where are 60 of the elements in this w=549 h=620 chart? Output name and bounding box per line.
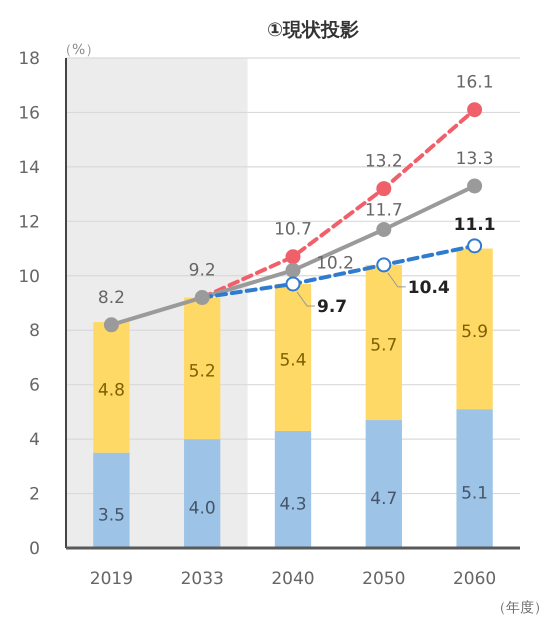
bar — [274, 430, 312, 548]
data-label: 3.5 — [98, 505, 125, 526]
data-label: 13.3 — [456, 148, 494, 169]
y-tick-label: 18 — [18, 49, 40, 69]
y-tick-label: 8 — [29, 321, 40, 342]
point — [467, 238, 482, 254]
data-label: 9.7 — [317, 296, 348, 317]
y-tick-label: 10 — [18, 266, 40, 287]
data-label: 16.1 — [456, 72, 494, 93]
point — [286, 276, 300, 292]
data-label: 4.0 — [188, 498, 216, 519]
point — [376, 181, 392, 196]
x-tick-label: 2033 — [180, 569, 224, 589]
data-label: 10.7 — [274, 220, 312, 240]
data-label: 5.7 — [370, 335, 398, 356]
y-axis-title: （%） — [58, 42, 100, 58]
point — [467, 102, 482, 118]
data-label: 4.3 — [279, 494, 307, 514]
x-tick-label: 2019 — [90, 569, 134, 589]
y-tick-label: 4 — [29, 430, 40, 450]
bar — [456, 409, 493, 548]
data-label: 9.2 — [188, 260, 216, 281]
y-tick-label: 14 — [18, 158, 40, 178]
point — [467, 178, 482, 194]
bar — [366, 420, 402, 548]
data-label: 10.4 — [408, 278, 450, 298]
chart-title: ①現状投影 — [266, 19, 360, 41]
data-label: 5.1 — [461, 484, 488, 504]
point — [286, 249, 300, 264]
data-label: 10.2 — [316, 253, 354, 274]
point — [104, 317, 119, 332]
y-tick-label: 0 — [29, 539, 40, 559]
y-tick-label: 16 — [18, 103, 40, 124]
x-tick-label: 2060 — [452, 569, 496, 589]
data-label: 8.2 — [98, 288, 125, 308]
bar — [93, 322, 130, 453]
data-label: 13.2 — [364, 152, 403, 172]
point — [286, 262, 300, 278]
data-label: 4.8 — [98, 380, 125, 400]
data-label: 11.1 — [454, 214, 496, 235]
bar — [456, 248, 493, 410]
data-label: 4.7 — [370, 489, 398, 510]
y-tick-label: 2 — [29, 484, 40, 505]
point — [194, 290, 210, 306]
data-label: 5.2 — [188, 361, 216, 382]
bar — [184, 298, 220, 440]
x-axis-title: （年度） — [492, 600, 548, 616]
data-label: 5.9 — [461, 322, 488, 342]
x-tick-label: 2040 — [271, 569, 315, 589]
data-label: 11.7 — [364, 200, 403, 220]
point — [376, 257, 392, 272]
y-tick-label: 12 — [18, 212, 40, 232]
bar — [184, 439, 220, 548]
y-tick-label: 6 — [29, 376, 40, 396]
x-tick-label: 2050 — [362, 569, 406, 589]
bar — [366, 264, 402, 420]
bar — [274, 284, 312, 431]
bar — [93, 452, 130, 548]
point — [376, 222, 392, 237]
data-label: 5.4 — [279, 350, 307, 370]
